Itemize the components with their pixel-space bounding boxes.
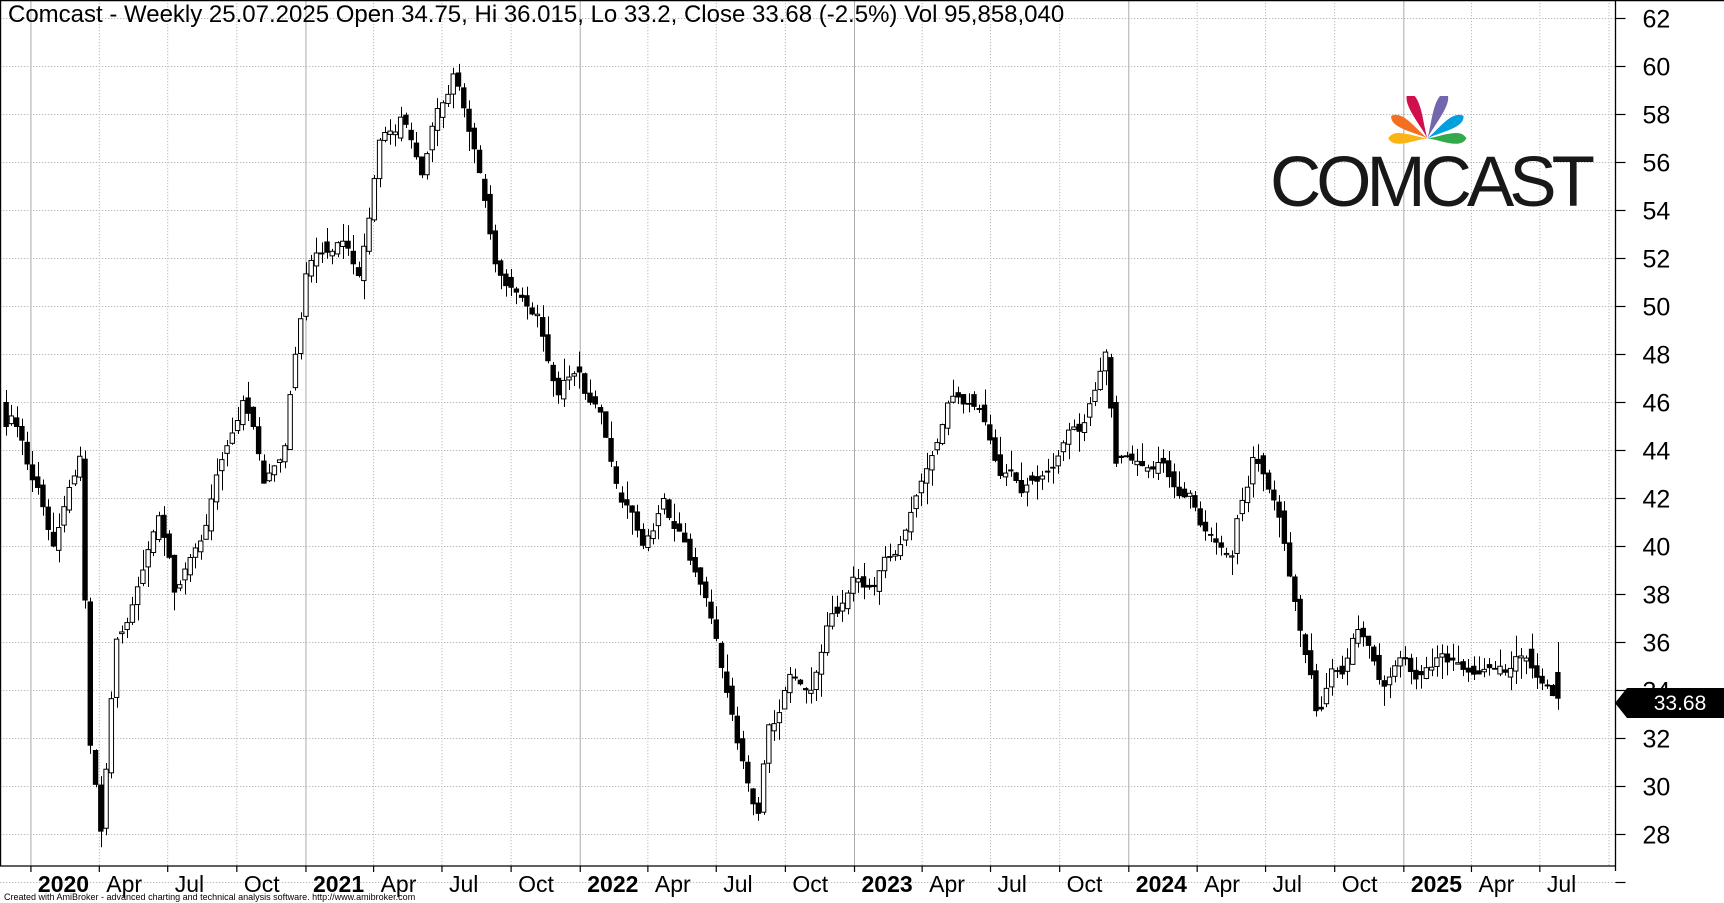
svg-text:36: 36 xyxy=(1643,630,1671,658)
svg-text:42: 42 xyxy=(1643,486,1671,514)
svg-text:Jul: Jul xyxy=(723,871,752,897)
svg-text:46: 46 xyxy=(1643,390,1671,418)
svg-text:Oct: Oct xyxy=(518,871,554,897)
svg-text:2024: 2024 xyxy=(1136,871,1187,897)
svg-text:Jul: Jul xyxy=(449,871,478,897)
svg-text:44: 44 xyxy=(1643,438,1671,466)
svg-text:Oct: Oct xyxy=(792,871,828,897)
svg-text:Apr: Apr xyxy=(1478,871,1514,897)
svg-text:Jul: Jul xyxy=(1273,871,1302,897)
svg-text:30: 30 xyxy=(1643,774,1671,802)
svg-text:56: 56 xyxy=(1643,150,1671,178)
svg-text:54: 54 xyxy=(1643,198,1671,226)
svg-text:28: 28 xyxy=(1643,822,1671,850)
svg-text:2022: 2022 xyxy=(587,871,638,897)
svg-text:48: 48 xyxy=(1643,342,1671,370)
svg-text:50: 50 xyxy=(1643,294,1671,322)
svg-text:Apr: Apr xyxy=(929,871,965,897)
svg-text:38: 38 xyxy=(1643,582,1671,610)
svg-text:52: 52 xyxy=(1643,246,1671,274)
svg-text:2025: 2025 xyxy=(1411,871,1462,897)
svg-text:Apr: Apr xyxy=(1204,871,1240,897)
svg-text:32: 32 xyxy=(1643,726,1671,754)
svg-text:62: 62 xyxy=(1643,6,1671,34)
svg-text:Apr: Apr xyxy=(655,871,691,897)
svg-text:Oct: Oct xyxy=(1342,871,1378,897)
svg-text:2023: 2023 xyxy=(862,871,913,897)
svg-text:60: 60 xyxy=(1643,54,1671,82)
svg-text:Jul: Jul xyxy=(1547,871,1576,897)
svg-text:Oct: Oct xyxy=(1067,871,1103,897)
svg-text:40: 40 xyxy=(1643,534,1671,562)
svg-text:Created with AmiBroker - advan: Created with AmiBroker - advanced charti… xyxy=(4,892,415,902)
svg-text:Comcast - Weekly 25.07.2025 Op: Comcast - Weekly 25.07.2025 Open 34.75, … xyxy=(8,1,1064,28)
svg-text:33.68: 33.68 xyxy=(1654,692,1707,715)
svg-text:Jul: Jul xyxy=(998,871,1027,897)
svg-text:58: 58 xyxy=(1643,102,1671,130)
